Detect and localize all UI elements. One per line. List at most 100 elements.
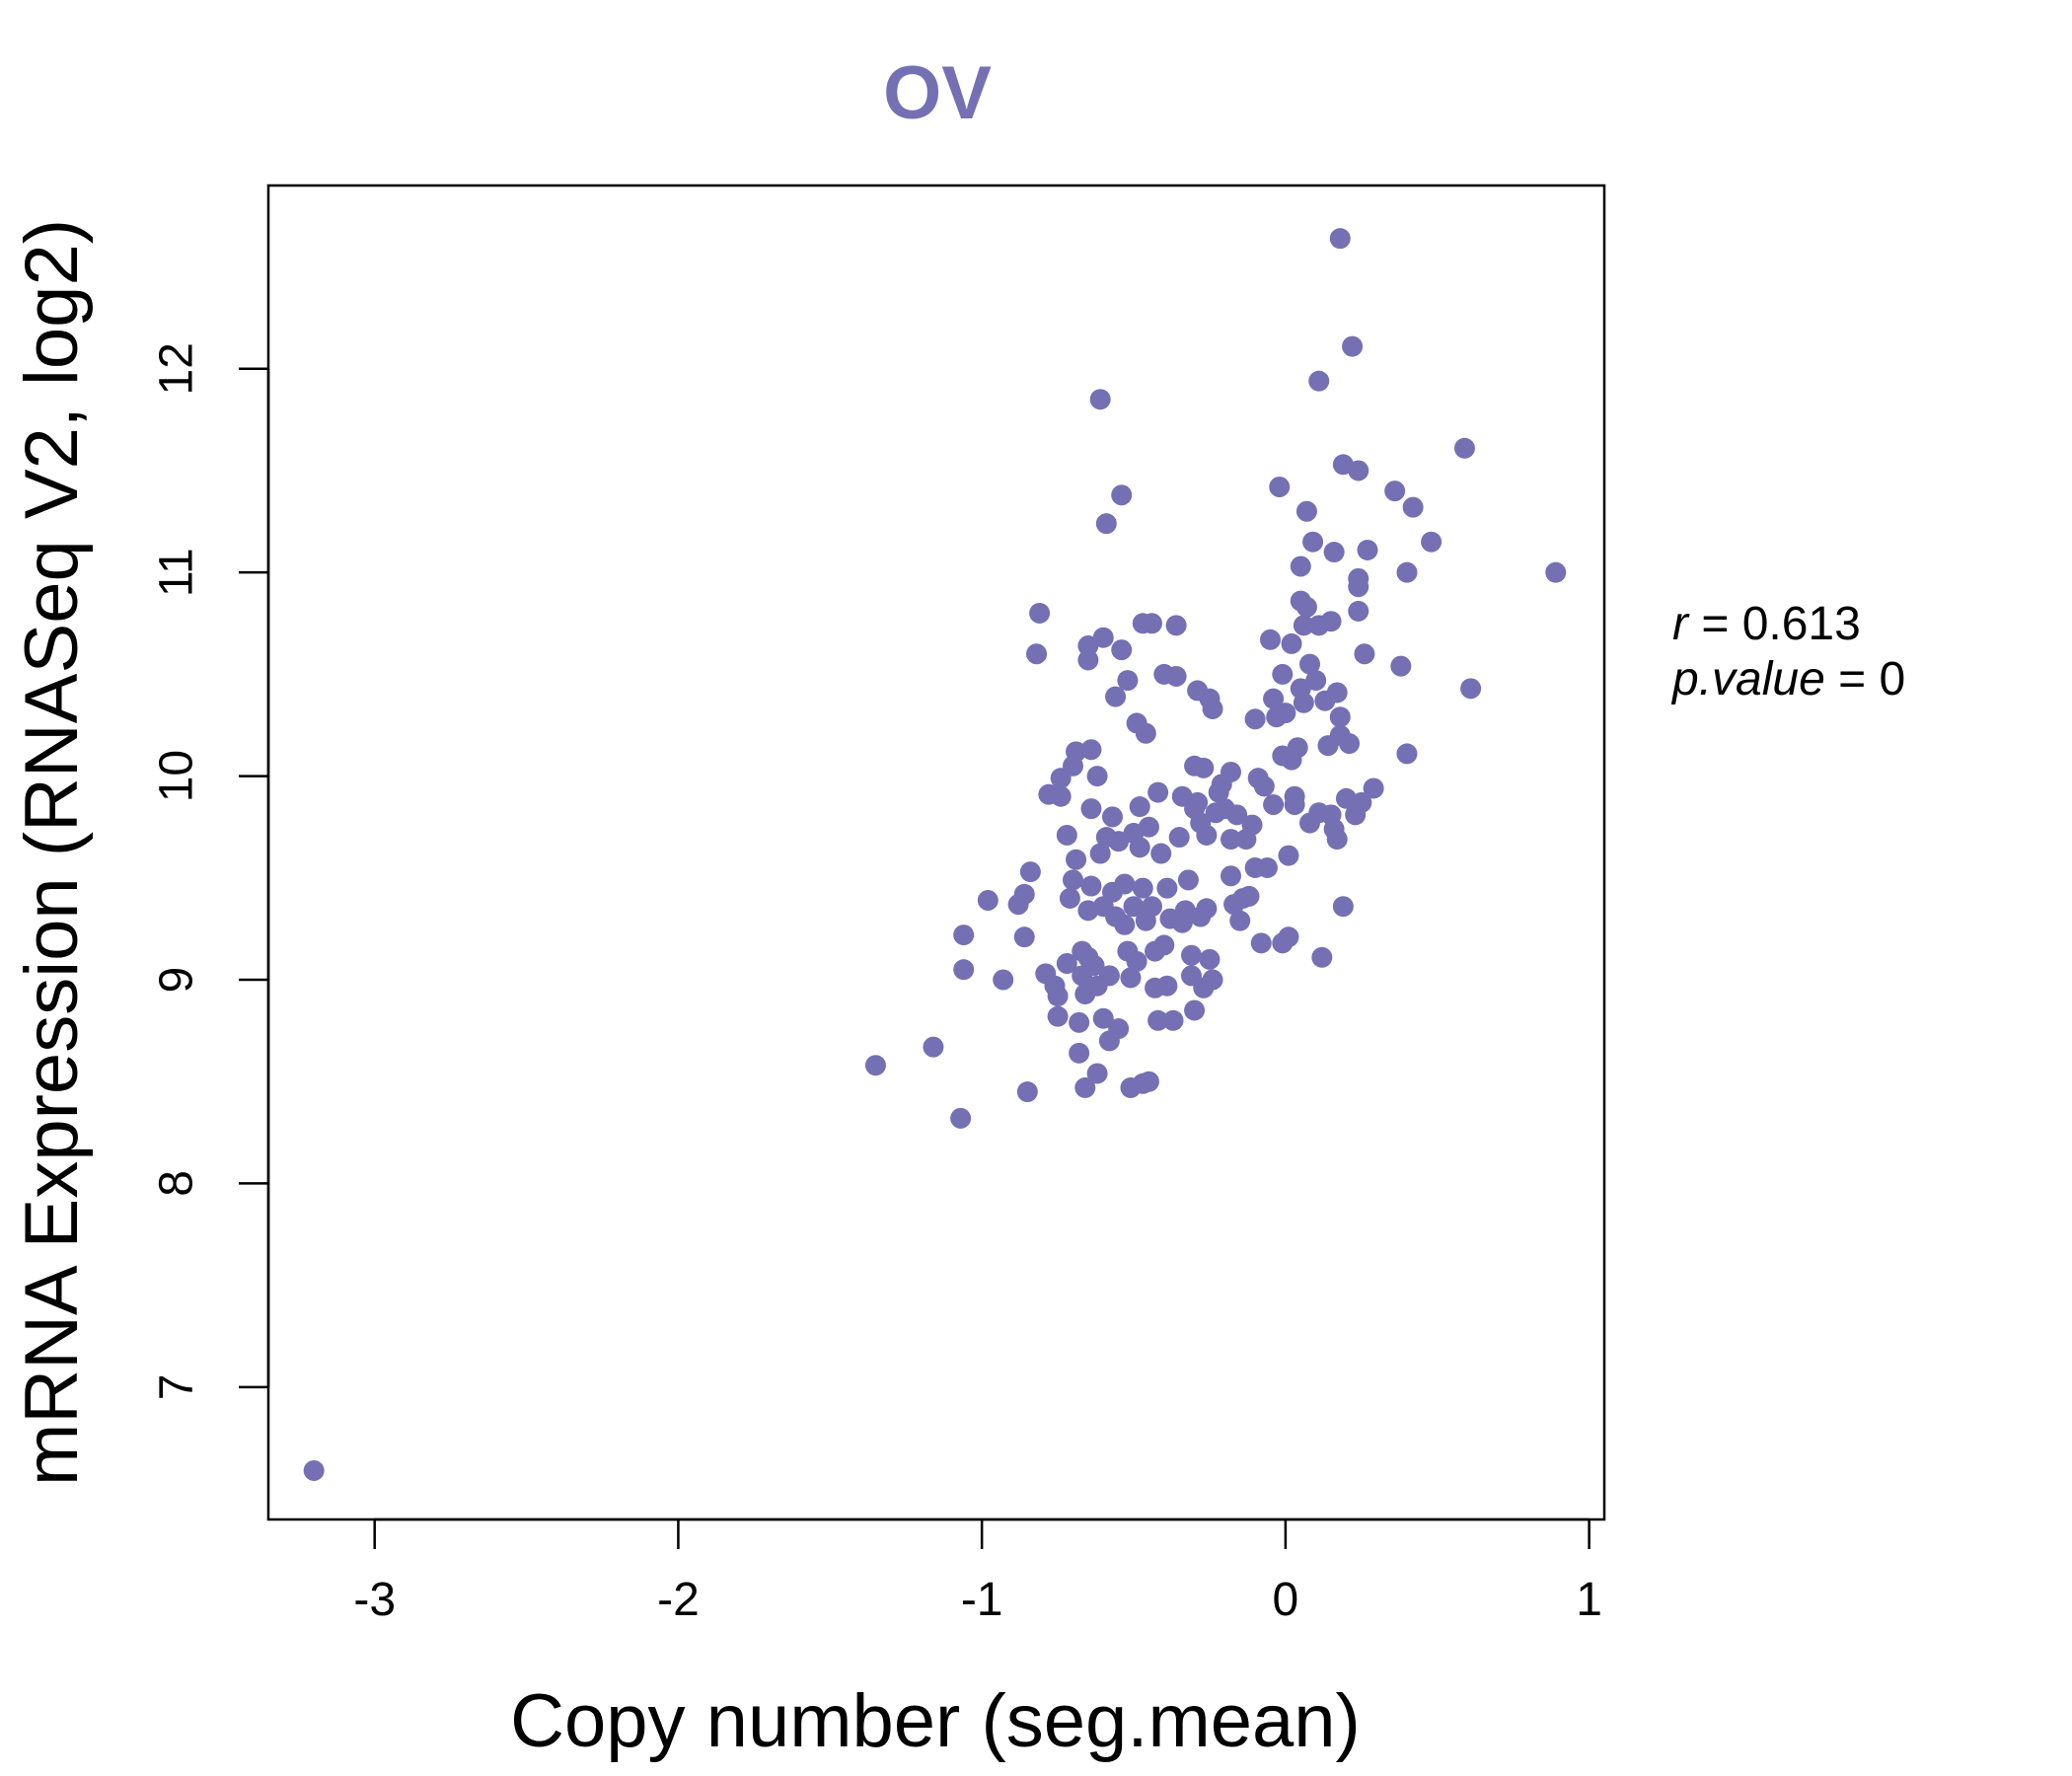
data-point (1250, 932, 1272, 954)
data-point (1129, 796, 1150, 818)
data-point (1453, 437, 1475, 459)
y-tick-label: 8 (151, 1170, 203, 1197)
data-point (1050, 785, 1072, 807)
data-point (1332, 896, 1354, 918)
data-point (1083, 955, 1105, 977)
data-point (1275, 703, 1296, 724)
data-point (1342, 335, 1364, 357)
data-point (1269, 476, 1291, 497)
data-point (1092, 627, 1114, 648)
data-point (1302, 531, 1324, 553)
data-point (1284, 793, 1305, 815)
data-point (1278, 926, 1299, 948)
data-point (1147, 1009, 1169, 1031)
data-point (1351, 791, 1372, 813)
data-point (1278, 845, 1299, 866)
data-point (1147, 781, 1169, 803)
x-tick-label: -1 (961, 1574, 1003, 1626)
data-point (1111, 484, 1133, 506)
data-point (1111, 639, 1133, 661)
data-point (1348, 600, 1369, 622)
data-point (1101, 806, 1123, 828)
data-point (1095, 513, 1117, 535)
p-value: p.value = 0 (1670, 653, 1905, 705)
data-point (1077, 634, 1099, 656)
data-point (1066, 849, 1087, 870)
data-point (1348, 576, 1369, 598)
data-point (1141, 896, 1162, 918)
data-point (1202, 698, 1223, 719)
data-point (1138, 1071, 1159, 1092)
data-point (1329, 706, 1351, 728)
data-point (1256, 856, 1278, 878)
data-point (1184, 999, 1206, 1021)
data-point (1168, 827, 1190, 849)
data-point (1123, 896, 1145, 918)
data-point (1132, 877, 1153, 899)
data-point (1080, 739, 1102, 761)
data-point (1390, 655, 1412, 677)
data-point (1016, 1081, 1038, 1103)
data-point (1196, 824, 1218, 846)
data-point (1348, 460, 1369, 481)
y-tick-label: 12 (151, 342, 203, 395)
data-point (1080, 798, 1102, 820)
data-point (1244, 708, 1266, 730)
data-point (1384, 481, 1406, 502)
data-point (1339, 733, 1361, 755)
data-point (1114, 873, 1136, 895)
data-point (977, 890, 999, 912)
data-point (1013, 926, 1035, 948)
data-point (1305, 670, 1327, 692)
data-point (1056, 824, 1077, 846)
y-tick-label: 7 (151, 1373, 203, 1400)
data-point (1293, 615, 1314, 636)
chart-title: OV (883, 51, 992, 135)
data-point (1156, 877, 1178, 899)
data-point (1329, 228, 1351, 250)
data-point (1092, 1007, 1114, 1029)
data-point (1180, 944, 1202, 966)
data-point (1238, 885, 1260, 907)
data-point (1108, 831, 1130, 852)
data-point (1253, 776, 1275, 797)
data-point (953, 925, 975, 946)
data-point (1080, 875, 1102, 897)
data-point (1138, 816, 1159, 838)
data-point (1074, 1076, 1096, 1098)
data-point (864, 1055, 886, 1076)
x-tick-label: 0 (1273, 1574, 1299, 1626)
data-point (1272, 663, 1294, 685)
x-tick-label: -3 (353, 1574, 396, 1626)
data-point (1141, 613, 1162, 634)
data-point (1047, 986, 1069, 1007)
data-point (1126, 950, 1147, 972)
data-point (1056, 952, 1077, 974)
y-axis-label: mRNA Expression (RNASeq V2, log2) (10, 219, 94, 1486)
data-points (303, 228, 1567, 1481)
data-point (1199, 948, 1221, 970)
y-tick-label: 9 (151, 967, 203, 994)
data-point (1120, 967, 1142, 989)
data-point (1357, 539, 1378, 560)
data-point (1062, 869, 1083, 891)
data-point (1196, 898, 1218, 920)
data-point (993, 969, 1014, 991)
correlation-r: r = 0.613 (1672, 598, 1861, 650)
data-point (1287, 737, 1308, 759)
data-point (1089, 843, 1111, 864)
data-point (1029, 602, 1051, 624)
y-axis: 7 8 9 10 11 12 (151, 342, 270, 1400)
data-point (1290, 555, 1311, 577)
x-tick-label: 1 (1576, 1574, 1602, 1626)
data-point (1545, 561, 1567, 583)
data-point (1177, 869, 1199, 891)
data-point (1295, 500, 1317, 522)
data-point (1396, 561, 1418, 583)
data-point (1263, 688, 1285, 709)
data-point (1295, 596, 1317, 618)
data-point (1047, 1005, 1069, 1027)
data-point (1129, 837, 1150, 858)
data-point (1263, 793, 1285, 815)
